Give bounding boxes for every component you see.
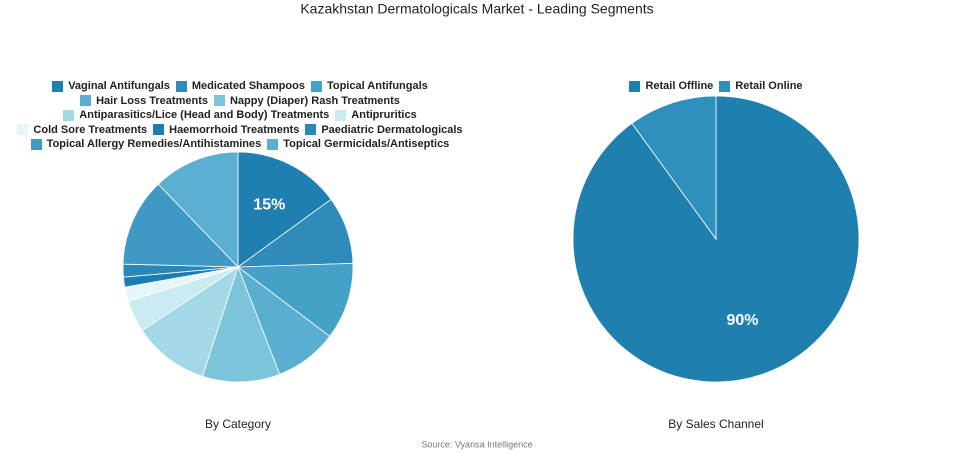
page-title: Kazakhstan Dermatologicals Market - Lead…	[300, 1, 653, 17]
chart-caption: By Sales Channel	[668, 417, 763, 431]
legend-label: Haemorrhoid Treatments	[169, 123, 300, 136]
legend-item: Paediatric Dermatologicals	[305, 123, 463, 138]
legend-item: Topical Germicidals/Antiseptics	[267, 137, 449, 152]
source: Source: Vyansa Intelligence	[421, 439, 532, 449]
pie-slice	[201, 265, 281, 383]
legend: Vaginal Antifungals Medicated Shampoos Top…	[5, 79, 475, 152]
pie-slice	[122, 183, 239, 268]
data-label: 90%	[726, 312, 758, 329]
legend-item: Topical Allergy Remedies/Antihistamines	[30, 137, 262, 152]
legend-swatch	[719, 80, 731, 92]
data-label: 15%	[253, 197, 285, 214]
legend-swatch	[213, 95, 225, 107]
legend-swatch	[17, 124, 29, 136]
pie-slice	[631, 95, 717, 241]
legend-swatch	[335, 109, 347, 121]
legend-label: Nappy (Diaper) Rash Treatments	[229, 94, 400, 107]
legend-swatch	[52, 80, 64, 92]
legend-swatch	[310, 80, 322, 92]
pie-slice	[141, 266, 239, 377]
legend-item: Cold Sore Treatments	[17, 123, 147, 138]
legend-swatch	[305, 124, 317, 136]
legend-label: Topical Allergy Remedies/Antihistamines	[46, 138, 262, 150]
legend-swatch	[63, 109, 75, 121]
legend-label: Topical Germicidals/Antiseptics	[283, 138, 450, 150]
legend-swatch	[30, 138, 42, 150]
legend-swatch	[80, 95, 92, 107]
legend-item: Retail Online	[719, 79, 803, 94]
legend-item: Topical Antifungals	[310, 79, 428, 94]
legend-swatch	[629, 80, 641, 92]
legend-item: Antiparasitics/Lice (Head and Body) Trea…	[63, 108, 329, 123]
legend-swatch	[267, 138, 279, 150]
chart-caption: By Category	[205, 417, 271, 431]
legend-label: Antipruritics	[351, 109, 417, 121]
legend-item: Nappy (Diaper) Rash Treatments	[213, 94, 400, 109]
legend-item: Retail Offline	[629, 79, 713, 94]
legend-item: Hair Loss Treatments	[80, 94, 208, 109]
legend-label: Medicated Shampoos	[191, 80, 305, 92]
legend-label: Retail Offline	[645, 80, 714, 92]
pie-slice	[237, 151, 332, 268]
legend-item: Medicated Shampoos	[175, 79, 305, 94]
legend-label: Hair Loss Treatments	[96, 94, 208, 107]
pie-slice	[157, 151, 239, 268]
legend-item: Vaginal Antifungals	[52, 79, 170, 94]
pie-slice	[236, 262, 354, 337]
legend-item: Antipruritics	[335, 108, 417, 123]
legend-swatch	[175, 80, 187, 92]
legend-label: Vaginal Antifungals	[68, 80, 170, 92]
legend: Retail Offline Retail Online	[480, 79, 952, 94]
legend-label: Retail Online	[735, 80, 803, 92]
legend-label: Topical Antifungals	[326, 80, 428, 92]
legend-item: Haemorrhoid Treatments	[153, 123, 299, 138]
legend-label: Antiparasitics/Lice (Head and Body) Trea…	[79, 109, 330, 121]
legend-swatch	[153, 124, 165, 136]
legend-label: Paediatric Dermatologicals	[321, 123, 463, 136]
legend-label: Cold Sore Treatments	[33, 123, 148, 136]
